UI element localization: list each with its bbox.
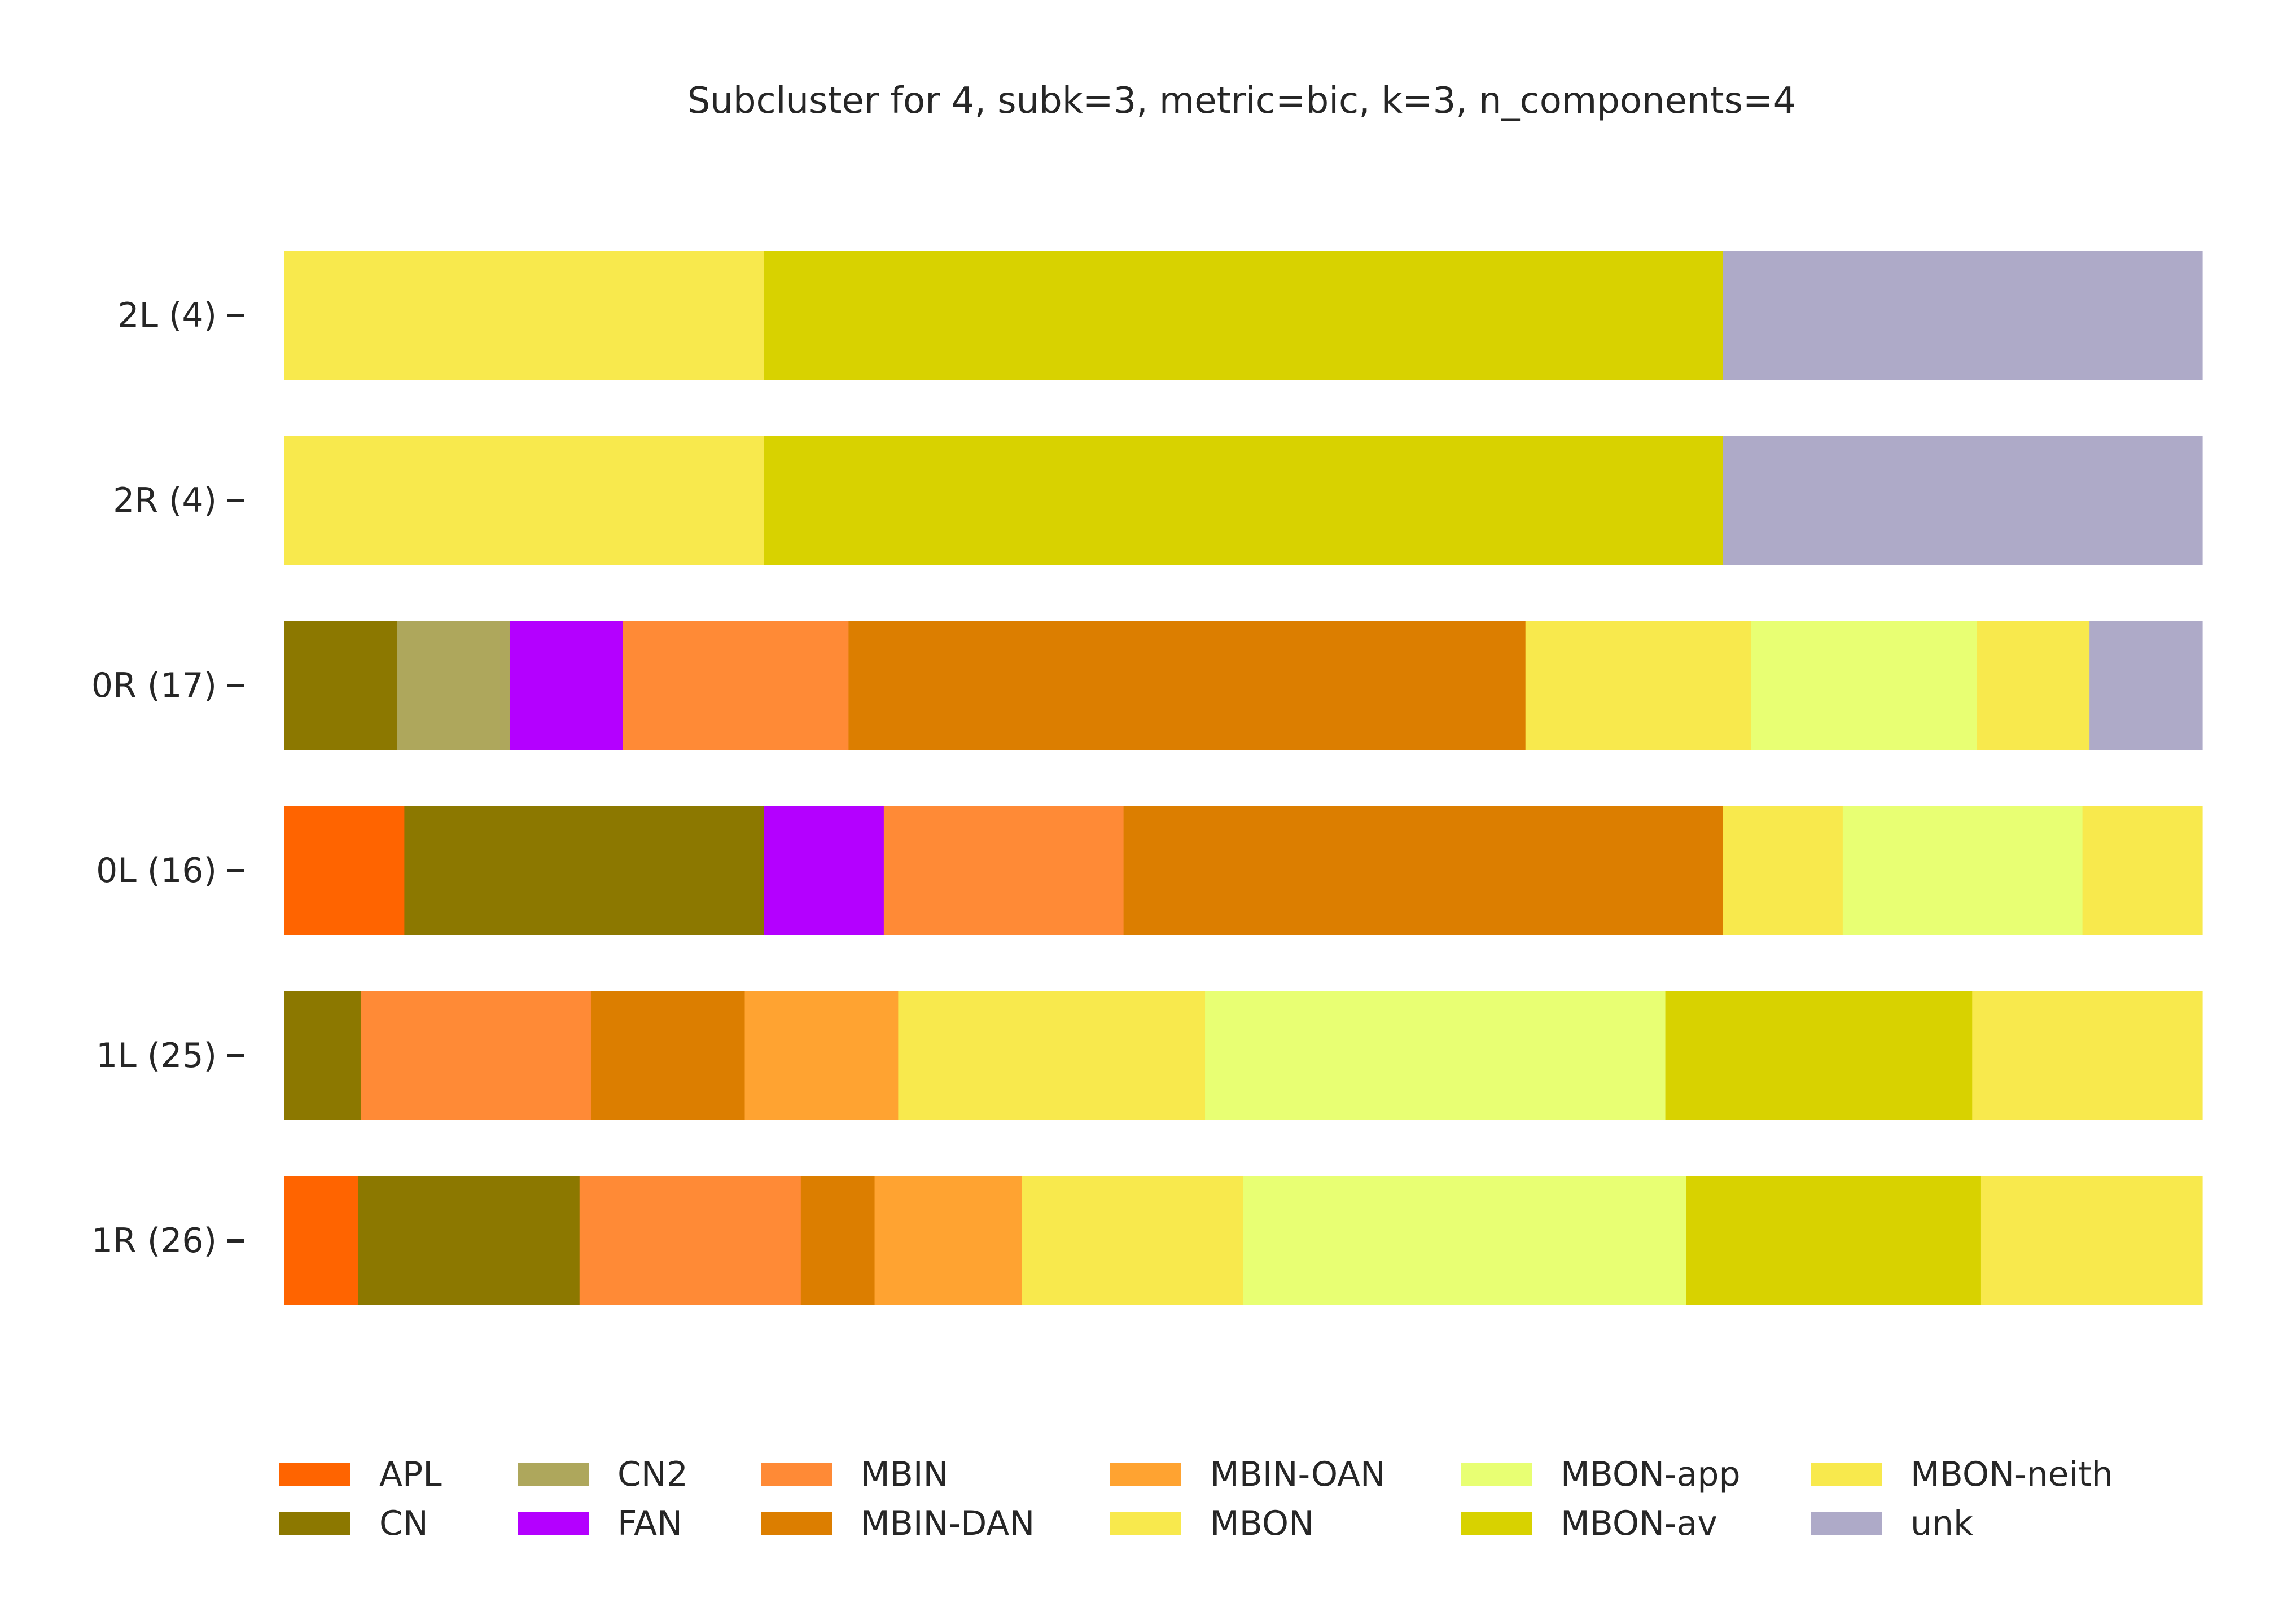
- y-axis-ticks: 2L (4) 2R (4) 0R (17) 0L (16) 1L (25) 1R (26): [91, 296, 244, 1261]
- y-tick-label-0: 2L (4): [117, 296, 217, 335]
- bar-segment-mbin-row-2-seg-3: [623, 621, 849, 750]
- legend-label-mbin-dan: MBIN-DAN: [861, 1504, 1035, 1543]
- legend-label-cn2: CN2: [617, 1455, 688, 1494]
- bar-segment-mbon-app-row-2-seg-6: [1751, 621, 1977, 750]
- y-tick-label-4: 1L (25): [96, 1036, 217, 1075]
- legend-swatch-mbin: [761, 1463, 832, 1486]
- legend-label-apl: APL: [379, 1455, 442, 1494]
- bar-segment-mbin-dan-row-2-seg-4: [848, 621, 1526, 750]
- bar-segment-mbon-row-1-seg-0: [284, 436, 765, 565]
- legend-swatch-mbin-oan: [1110, 1463, 1181, 1486]
- bar-segment-mbon-neith-row-4-seg-7: [1972, 991, 2203, 1120]
- y-tick-label-2: 0R (17): [91, 666, 217, 705]
- legend-swatch-cn: [279, 1512, 350, 1535]
- bar-segment-cn-row-3-seg-1: [404, 806, 765, 935]
- legend-swatch-mbon: [1110, 1512, 1181, 1535]
- bar-segment-cn-row-2-seg-0: [284, 621, 398, 750]
- y-tick-label-3: 0L (16): [96, 851, 217, 890]
- legend-label-mbon: MBON: [1210, 1504, 1314, 1543]
- legend-swatch-unk: [1811, 1512, 1882, 1535]
- bar-segment-unk-row-0-seg-2: [1723, 251, 2203, 380]
- legend-label-mbon-app: MBON-app: [1561, 1455, 1741, 1494]
- bar-segment-mbon-av-row-5-seg-7: [1686, 1176, 1982, 1305]
- legend-swatch-fan: [518, 1512, 589, 1535]
- bar-segment-mbon-av-row-0-seg-1: [764, 251, 1724, 380]
- bar-segment-mbin-dan-row-3-seg-4: [1123, 806, 1724, 935]
- legend: APL CN CN2 FAN MBIN MBIN-DAN MBIN-OAN MBON MBON-…: [279, 1455, 2113, 1543]
- bar-segment-apl-row-5-seg-0: [284, 1176, 359, 1305]
- bar-segment-mbin-row-3-seg-3: [883, 806, 1124, 935]
- bar-segment-unk-row-1-seg-2: [1723, 436, 2203, 565]
- legend-label-mbin-oan: MBIN-OAN: [1210, 1455, 1386, 1494]
- bar-segment-fan-row-2-seg-2: [510, 621, 624, 750]
- legend-swatch-cn2: [518, 1463, 589, 1486]
- bar-segment-mbon-row-5-seg-5: [1022, 1176, 1244, 1305]
- legend-label-mbin: MBIN: [861, 1455, 949, 1494]
- bar-segment-mbin-row-5-seg-2: [579, 1176, 801, 1305]
- bar-segment-mbon-app-row-3-seg-6: [1842, 806, 2083, 935]
- y-tick-label-1: 2R (4): [113, 481, 217, 520]
- legend-label-fan: FAN: [617, 1504, 682, 1543]
- bar-segment-unk-row-2-seg-8: [2089, 621, 2203, 750]
- bar-segment-mbon-neith-row-3-seg-7: [2082, 806, 2203, 935]
- bar-segment-mbon-row-0-seg-0: [284, 251, 765, 380]
- bar-segment-mbon-row-3-seg-5: [1723, 806, 1843, 935]
- legend-label-cn: CN: [379, 1504, 428, 1543]
- bar-segment-cn2-row-2-seg-1: [397, 621, 511, 750]
- bar-segment-fan-row-3-seg-2: [764, 806, 884, 935]
- bar-segment-mbin-oan-row-5-seg-4: [874, 1176, 1023, 1305]
- legend-swatch-mbon-neith: [1811, 1463, 1882, 1486]
- legend-swatch-mbin-dan: [761, 1512, 832, 1535]
- bar-segment-mbon-av-row-4-seg-6: [1665, 991, 1973, 1120]
- legend-label-unk: unk: [1911, 1504, 1973, 1543]
- bar-segment-mbin-oan-row-4-seg-3: [744, 991, 899, 1120]
- y-tick-label-5: 1R (26): [91, 1221, 217, 1261]
- bar-segment-mbon-app-row-5-seg-6: [1243, 1176, 1686, 1305]
- bar-segment-mbin-dan-row-4-seg-2: [591, 991, 746, 1120]
- bar-segment-mbon-app-row-4-seg-5: [1205, 991, 1666, 1120]
- bar-segment-cn-row-4-seg-0: [284, 991, 362, 1120]
- bar-segment-cn-row-5-seg-1: [358, 1176, 580, 1305]
- legend-swatch-apl: [279, 1463, 350, 1486]
- bar-segment-mbin-dan-row-5-seg-3: [800, 1176, 875, 1305]
- legend-swatch-mbon-app: [1461, 1463, 1532, 1486]
- legend-label-mbon-av: MBON-av: [1561, 1504, 1717, 1543]
- bar-segment-mbon-neith-row-2-seg-7: [1977, 621, 2090, 750]
- legend-swatch-mbon-av: [1461, 1512, 1532, 1535]
- bar-segment-mbon-row-2-seg-5: [1525, 621, 1752, 750]
- legend-label-mbon-neith: MBON-neith: [1911, 1455, 2113, 1494]
- bar-segment-apl-row-3-seg-0: [284, 806, 405, 935]
- chart-title: Subcluster for 4, subk=3, metric=bic, k=…: [687, 80, 1797, 122]
- bars-group: [284, 251, 2203, 1305]
- bar-segment-mbin-row-4-seg-1: [361, 991, 592, 1120]
- bar-segment-mbon-neith-row-5-seg-8: [1980, 1176, 2203, 1305]
- bar-segment-mbon-av-row-1-seg-1: [764, 436, 1724, 565]
- bar-segment-mbon-row-4-seg-4: [898, 991, 1206, 1120]
